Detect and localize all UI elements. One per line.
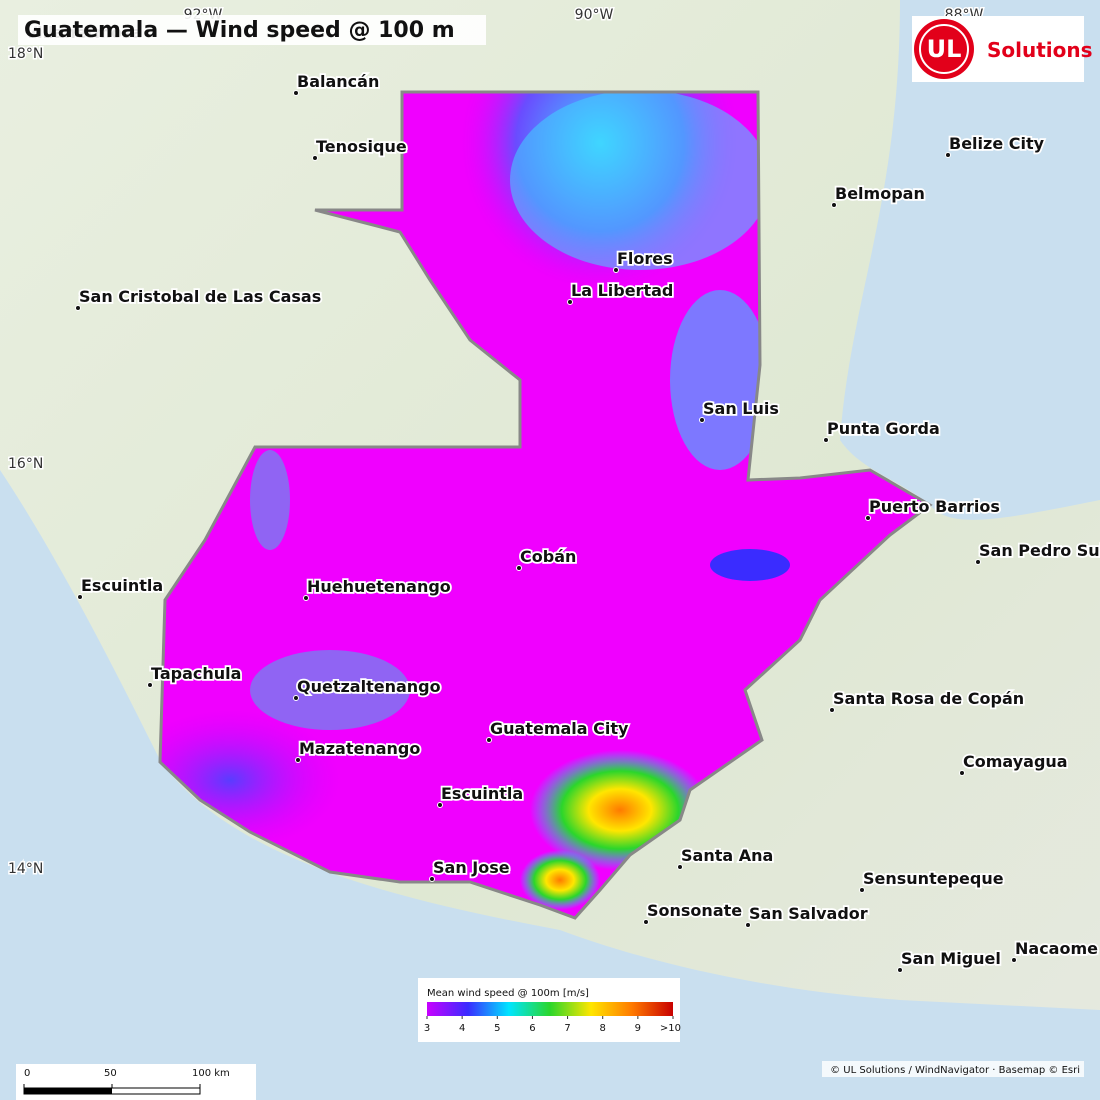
attribution-box — [822, 1061, 1084, 1077]
city-label: Escuintla — [441, 784, 523, 803]
lon-label: 90°W — [575, 7, 614, 23]
pacific-ocean — [0, 470, 1100, 1100]
legend-title: Mean wind speed @ 100m [m/s] — [427, 988, 589, 999]
city-label: Comayagua — [963, 752, 1068, 771]
city-dot — [975, 559, 981, 565]
city-dot — [147, 682, 153, 688]
city-dot — [303, 595, 309, 601]
scale-bar-fill — [24, 1088, 112, 1094]
labels: 18°N16°N14°N92°W90°W88°WVillahermosaBala… — [7, 6, 1100, 973]
lat-label: 18°N — [8, 46, 43, 62]
city-dot — [677, 864, 683, 870]
city-label: San Luis — [703, 399, 779, 418]
city-label: San Salvador — [749, 904, 868, 923]
city-dot — [77, 594, 83, 600]
city-dot — [745, 922, 751, 928]
scale-tick-label: 0 — [24, 1068, 30, 1079]
attribution: © UL Solutions / WindNavigator · Basemap… — [830, 1065, 1080, 1076]
city-label: San Jose — [433, 858, 510, 877]
city-dot — [643, 919, 649, 925]
city-dot — [831, 202, 837, 208]
city-dot — [295, 757, 301, 763]
colorbar-tick-label: 9 — [635, 1023, 641, 1034]
city-label: Huehuetenango — [307, 577, 451, 596]
city-dot — [823, 437, 829, 443]
city-label: San Miguel — [901, 949, 1001, 968]
city-label: Belmopan — [835, 184, 925, 203]
city-label: Tapachula — [151, 664, 241, 683]
city-label: San Pedro Sula — [979, 541, 1100, 560]
lat-label: 14°N — [8, 861, 43, 877]
lat-label: 16°N — [8, 456, 43, 472]
city-label: Puerto Barrios — [869, 497, 1000, 516]
city-dot — [567, 299, 573, 305]
colorbar — [427, 1002, 673, 1016]
colorbar-tick-label: 5 — [494, 1023, 500, 1034]
colorbar-tick-label: 4 — [459, 1023, 465, 1034]
title-box — [18, 15, 486, 45]
city-label: San Cristobal de Las Casas — [79, 287, 321, 306]
city-label: Mazatenango — [299, 739, 420, 758]
city-label: Escuintla — [81, 576, 163, 595]
logo-ring — [919, 24, 969, 74]
city-dot — [859, 887, 865, 893]
city-dot — [293, 695, 299, 701]
city-label: Nacaome — [1015, 939, 1098, 958]
city-dot — [437, 802, 443, 808]
city-label: Punta Gorda — [827, 419, 940, 438]
city-label: Cobán — [520, 547, 576, 566]
logo-text: Solutions — [987, 38, 1093, 62]
city-label: Sensuntepeque — [863, 869, 1004, 888]
city-dot — [312, 155, 318, 161]
map-title: Guatemala — Wind speed @ 100 m — [24, 18, 455, 43]
city-label: Flores — [617, 249, 673, 268]
city-dot — [429, 876, 435, 882]
colorbar-tick-label: 8 — [600, 1023, 606, 1034]
scale-tick-label: 50 — [104, 1068, 117, 1079]
city-dot — [613, 267, 619, 273]
city-label: Belize City — [949, 134, 1045, 153]
city-label: Sonsonate — [647, 901, 742, 920]
city-dot — [486, 737, 492, 743]
city-dot — [699, 417, 705, 423]
city-label: Balancán — [297, 72, 379, 91]
city-label: Tenosique — [316, 137, 407, 156]
colorbar-tick-label: 6 — [529, 1023, 535, 1034]
city-dot — [516, 565, 522, 571]
city-label: Santa Rosa de Copán — [833, 689, 1024, 708]
city-dot — [959, 770, 965, 776]
colorbar-tick-label: >10 — [660, 1023, 681, 1034]
logo-mark: UL — [927, 35, 962, 63]
city-dot — [75, 305, 81, 311]
city-dot — [829, 707, 835, 713]
city-label: Santa Ana — [681, 846, 773, 865]
caribbean-sea — [840, 0, 1100, 520]
logo-circle — [914, 19, 974, 79]
city-dot — [897, 967, 903, 973]
city-label: Guatemala City — [490, 719, 629, 738]
colorbar-tick-label: 3 — [424, 1023, 430, 1034]
city-dot — [945, 152, 951, 158]
city-dot — [293, 90, 299, 96]
city-label: La Libertad — [571, 281, 673, 300]
scale-tick-label: 100 km — [192, 1068, 230, 1079]
city-dot — [865, 515, 871, 521]
colorbar-tick-label: 7 — [564, 1023, 570, 1034]
city-dot — [1011, 957, 1017, 963]
city-label: Quetzaltenango — [297, 677, 441, 696]
